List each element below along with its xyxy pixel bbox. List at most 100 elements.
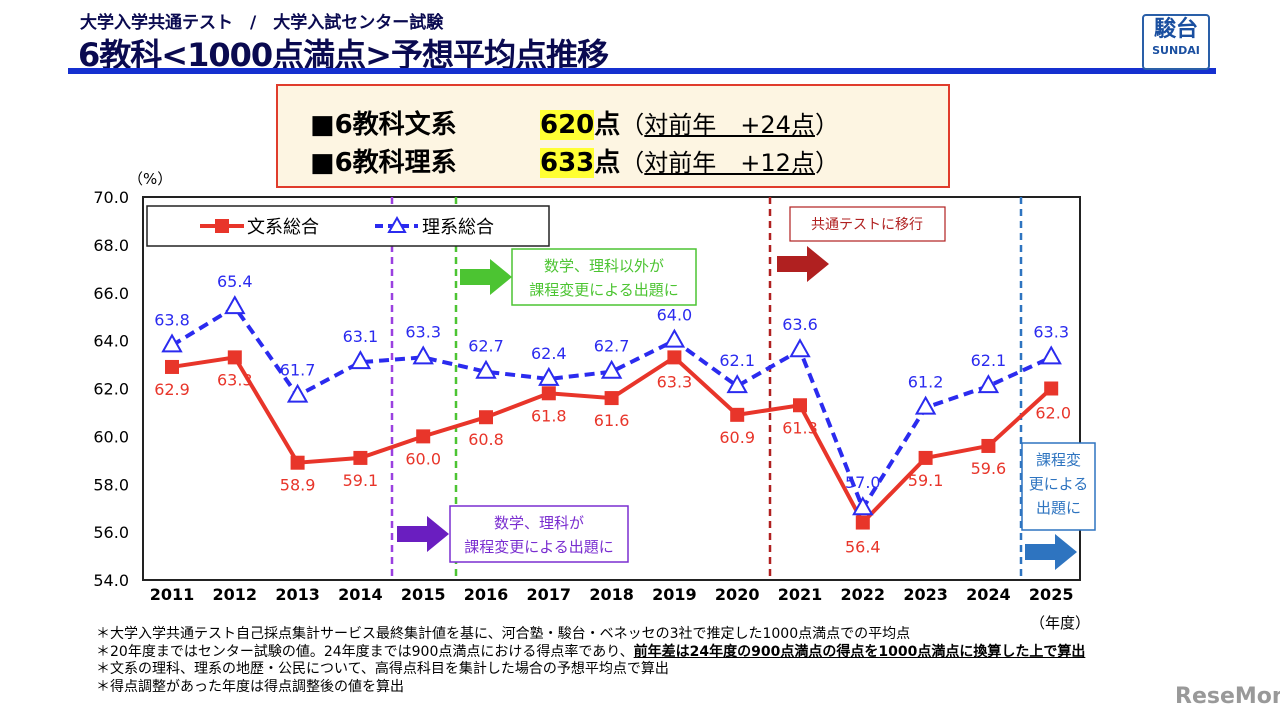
data-label-rikei: 63.8 [154,310,190,329]
title-underline [68,68,1216,74]
summary-score: 620 [540,110,595,140]
x-tick-label: 2020 [715,585,760,604]
x-tick-label: 2024 [966,585,1011,604]
annotation-green-text: 課程変更による出題に [529,281,679,299]
arrow-green-icon [460,259,512,295]
note: ＊文系の理科、理系の地歴・公民について、高得点科目を集計した場合の予想平均点で算… [96,661,669,677]
paren: ） [814,111,839,139]
data-point-rikei [663,328,686,348]
x-tick-label: 2016 [464,585,509,604]
data-label-rikei: 62.4 [531,344,567,363]
data-label-rikei: 57.0 [845,473,881,492]
summary-diff: 対前年 +12点 [644,149,815,177]
annotation-blue-text: 課程変 [1036,451,1081,469]
summary-diff: 対前年 +24点 [644,111,815,139]
data-point-bunkei [855,515,870,530]
data-point-bunkei [479,410,493,425]
legend-label: 理系総合 [422,217,494,238]
data-point-rikei [224,295,246,315]
annotation-blue-text: 更による [1029,475,1089,493]
data-point-rikei [1040,345,1062,365]
summary-row-rikei: ■6教科理系 633点（対前年 +12点） [310,142,839,179]
y-tick-label: 62.0 [93,380,129,399]
summary-label: ■6教科文系 [310,110,457,140]
data-label-rikei: 61.2 [908,373,944,392]
subtitle: 大学入学共通テスト / 大学入試センター試験 [80,13,444,33]
x-tick-label: 2022 [841,585,886,604]
logo-text: SUNDAI [1152,44,1200,57]
y-tick-label: 68.0 [93,236,129,255]
summary-label: ■6教科理系 [310,148,457,178]
data-label-rikei: 64.0 [657,306,693,325]
note-text: ＊20年度まではセンター試験の値。24年度までは900点満点における得点率であり… [96,643,634,660]
data-point-bunkei [1044,381,1059,396]
data-label-rikei: 63.1 [343,327,379,346]
data-point-bunkei [604,391,619,406]
x-tick-label: 2021 [778,585,823,604]
x-tick-label: 2013 [275,585,320,604]
data-label-bunkei: 61.3 [782,418,818,437]
data-point-rikei [475,359,497,379]
x-tick-label: 2011 [150,585,195,604]
summary-score: 633 [540,148,595,178]
annotation-purple-text: 課程変更による出題に [464,538,614,556]
data-point-rikei [789,338,811,358]
data-point-rikei [600,359,623,379]
note: ＊20年度まではセンター試験の値。24年度までは900点満点における得点率であり… [96,644,1085,662]
annotation-green-text: 数学、理科以外が [544,257,664,275]
data-label-bunkei: 56.4 [845,538,881,557]
annotation-purple-text: 数学、理科が [494,514,584,532]
data-point-bunkei [730,407,745,422]
data-point-rikei [726,374,748,394]
page-title: 6教科<1000点満点>予想平均点推移 [78,36,609,74]
data-label-bunkei: 59.6 [971,459,1007,478]
data-point-bunkei [541,386,556,401]
x-tick-label: 2017 [527,585,572,604]
annotation-green-box [511,248,697,306]
resemom-watermark: ReseMom [1175,684,1280,709]
data-label-bunkei: 60.0 [405,449,441,468]
data-label-rikei: 62.7 [594,337,630,356]
plot-area [142,196,1081,581]
y-tick-label: 56.0 [93,523,129,542]
y-tick-label: 54.0 [93,571,129,590]
data-label-bunkei: 60.9 [719,428,755,447]
legend-label: 文系総合 [247,217,319,238]
annotation-red-text: 共通テストに移行 [811,217,923,233]
arrow-blue-icon [1025,534,1077,570]
data-point-rikei [286,383,309,403]
legend-marker-triangle [387,215,407,233]
data-point-bunkei [793,398,807,413]
summary-unit: 点 [594,148,621,178]
data-point-bunkei [416,429,431,444]
paren: ） [814,149,839,177]
y-tick-label: 58.0 [93,475,129,494]
paren: （ [620,111,645,139]
note: ＊大学入学共通テスト自己採点集計サービス最終集計値を基に、河合塾・駿台・ベネッセ… [96,626,911,642]
data-point-rikei [852,496,874,516]
y-tick-label: 64.0 [93,332,129,351]
y-tick-label: 66.0 [93,284,129,303]
data-point-bunkei [227,350,242,365]
sundai-logo: 駿台 SUNDAI [1142,14,1210,70]
note-emphasis: 前年差は24年度の900点満点の得点を1000点満点に換算した上で算出 [633,643,1086,660]
data-label-bunkei: 62.9 [154,380,190,399]
annotation-blue-box [1021,442,1096,531]
data-point-rikei [914,395,937,415]
legend-marker-square [215,219,229,233]
x-tick-label: 2019 [652,585,697,604]
data-point-rikei [161,333,183,353]
y-tick-label: 60.0 [93,427,129,446]
data-point-bunkei [667,350,682,365]
data-label-rikei: 62.7 [468,337,504,356]
logo-kanji: 駿台 [1153,17,1198,42]
x-tick-label: 2018 [589,585,634,604]
annotation-purple-box [449,505,629,563]
data-label-rikei: 62.1 [971,351,1007,370]
data-point-bunkei [290,455,305,470]
data-label-bunkei: 59.1 [908,471,944,490]
data-label-rikei: 63.3 [405,322,441,341]
data-label-rikei: 65.4 [217,272,253,291]
data-label-bunkei: 62.0 [1035,404,1071,423]
y-tick-label: 70.0 [93,188,129,207]
